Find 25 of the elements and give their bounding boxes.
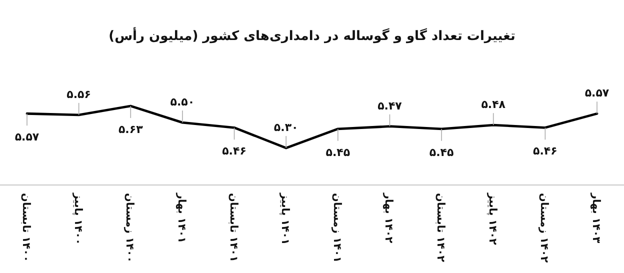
x-tick-label: ۱۴۰۰ تابستان [20, 193, 32, 262]
x-tick-label: ۱۴۰۰ زمستان [124, 193, 136, 263]
x-tick-label: ۱۴۰۰ پاییز [72, 192, 84, 245]
data-label: ۵.۴۵ [429, 146, 454, 159]
chart-title: تغییرات تعداد گاو و گوساله در دامداری‌های کشور (میلیون رأس) [108, 27, 516, 44]
x-tick-label: ۱۴۰۲ زمستان [538, 193, 550, 264]
data-label: ۵.۵۷ [14, 130, 40, 144]
x-tick-label: ۱۴۰۱ بهار [175, 192, 188, 244]
x-tick-label: ۱۴۰۱ زمستان [330, 193, 343, 263]
data-label: ۵.۶۳ [118, 123, 144, 136]
x-tick-label: ۱۴۰۲ تابستان [434, 193, 447, 263]
data-label: ۵.۴۶ [222, 144, 246, 158]
data-label: ۵.۴۶ [533, 144, 558, 158]
x-tick-label: ۱۴۰۲ پاییز [486, 192, 498, 246]
x-tick-label: ۱۴۰۱ تابستان [227, 193, 240, 262]
data-label: ۵.۴۸ [481, 98, 506, 112]
data-label: ۵.۵۶ [66, 88, 91, 101]
data-label: ۵.۴۷ [378, 99, 402, 112]
x-tick-label: ۱۴۰۳ بهار [590, 192, 602, 244]
data-label: ۵.۳۰ [274, 121, 298, 134]
data-label: ۵.۵۷ [584, 86, 610, 100]
x-tick-label: ۱۴۰۱ پاییز [279, 192, 292, 245]
data-label: ۵.۴۵ [326, 146, 350, 159]
data-label: ۵.۵۰ [170, 96, 195, 109]
x-tick-label: ۱۴۰۲ بهار [382, 192, 395, 244]
